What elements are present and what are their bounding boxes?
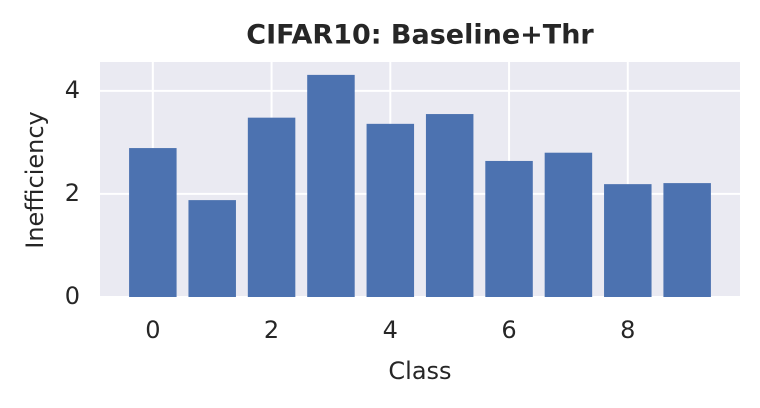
- bar: [544, 152, 593, 297]
- bar: [604, 184, 652, 297]
- y-tick-label: 2: [65, 179, 80, 207]
- chart-title: CIFAR10: Baseline+Thr: [246, 20, 594, 51]
- bar: [425, 114, 474, 297]
- x-tick-label: 4: [383, 316, 398, 344]
- bar: [307, 74, 355, 297]
- x-tick-label: 8: [620, 316, 635, 344]
- bar: [247, 117, 296, 297]
- x-tick-label: 6: [501, 316, 516, 344]
- y-axis-label: Inefficiency: [21, 111, 49, 249]
- x-tick-label: 0: [145, 316, 160, 344]
- bar: [663, 183, 711, 297]
- bar: [129, 148, 177, 297]
- bar: [366, 123, 415, 297]
- y-tick-label: 0: [65, 282, 80, 310]
- bar: [485, 160, 533, 297]
- x-tick-label: 2: [264, 316, 279, 344]
- x-axis-label: Class: [388, 357, 451, 385]
- bar: [188, 200, 236, 297]
- y-tick-label: 4: [65, 76, 80, 104]
